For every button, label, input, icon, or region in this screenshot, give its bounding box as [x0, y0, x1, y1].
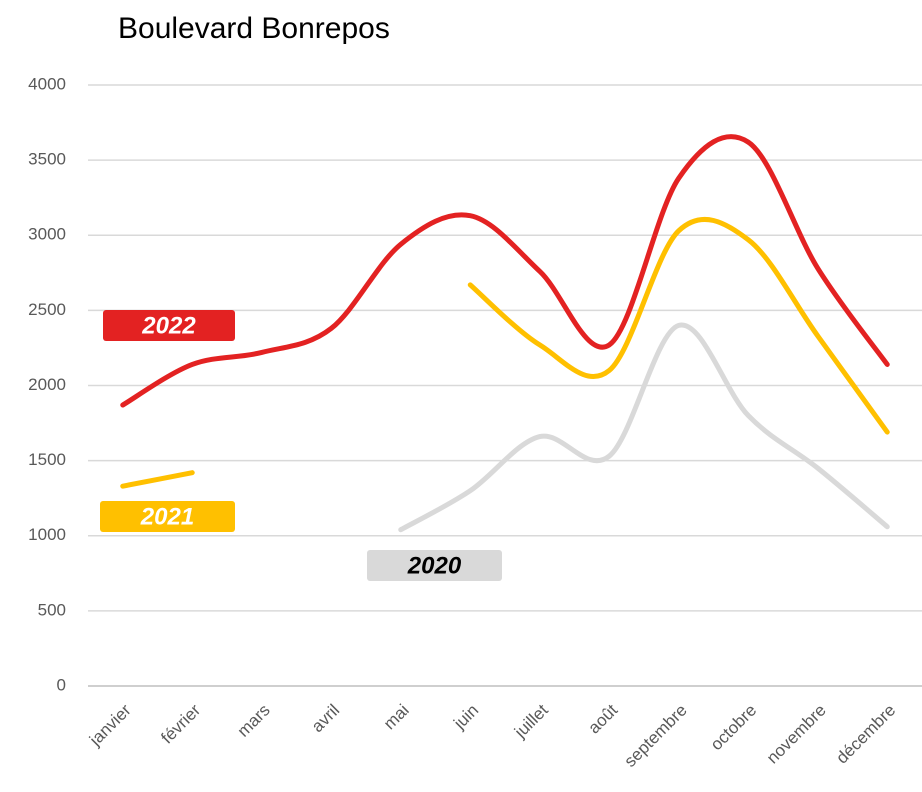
x-tick-label: mars — [234, 701, 274, 741]
y-tick-label: 3500 — [28, 150, 66, 169]
x-tick-label: novembre — [763, 701, 830, 768]
x-tick-label: septembre — [621, 701, 691, 771]
legend-label: 2022 — [141, 312, 196, 339]
y-tick-label: 1500 — [28, 450, 66, 469]
legend-label: 2021 — [140, 503, 194, 530]
legend-label: 2020 — [407, 552, 462, 579]
chart-title: Boulevard Bonrepos — [118, 12, 390, 45]
series-line — [398, 322, 890, 533]
y-tick-label: 2500 — [28, 300, 66, 319]
y-tick-label: 2000 — [28, 375, 66, 394]
y-tick-label: 1000 — [28, 525, 66, 544]
legend-swatch — [367, 550, 502, 581]
y-tick-label: 500 — [38, 600, 66, 619]
y-tick-label: 4000 — [28, 74, 66, 93]
x-tick-label: janvier — [85, 700, 135, 750]
x-tick-label: février — [157, 700, 204, 747]
series-line — [120, 216, 890, 489]
y-tick-label: 0 — [57, 675, 66, 694]
series-line — [120, 134, 890, 408]
x-tick-label: juin — [449, 701, 482, 734]
x-tick-label: juillet — [510, 700, 552, 742]
legend-swatch — [100, 501, 235, 532]
x-tick-label: mai — [380, 701, 413, 734]
x-tick-label: décembre — [832, 701, 899, 768]
y-tick-label: 3000 — [28, 225, 66, 244]
legend-swatch — [103, 310, 235, 341]
x-tick-label: août — [584, 700, 621, 737]
x-tick-label: octobre — [707, 701, 761, 755]
x-tick-label: avril — [308, 701, 343, 736]
